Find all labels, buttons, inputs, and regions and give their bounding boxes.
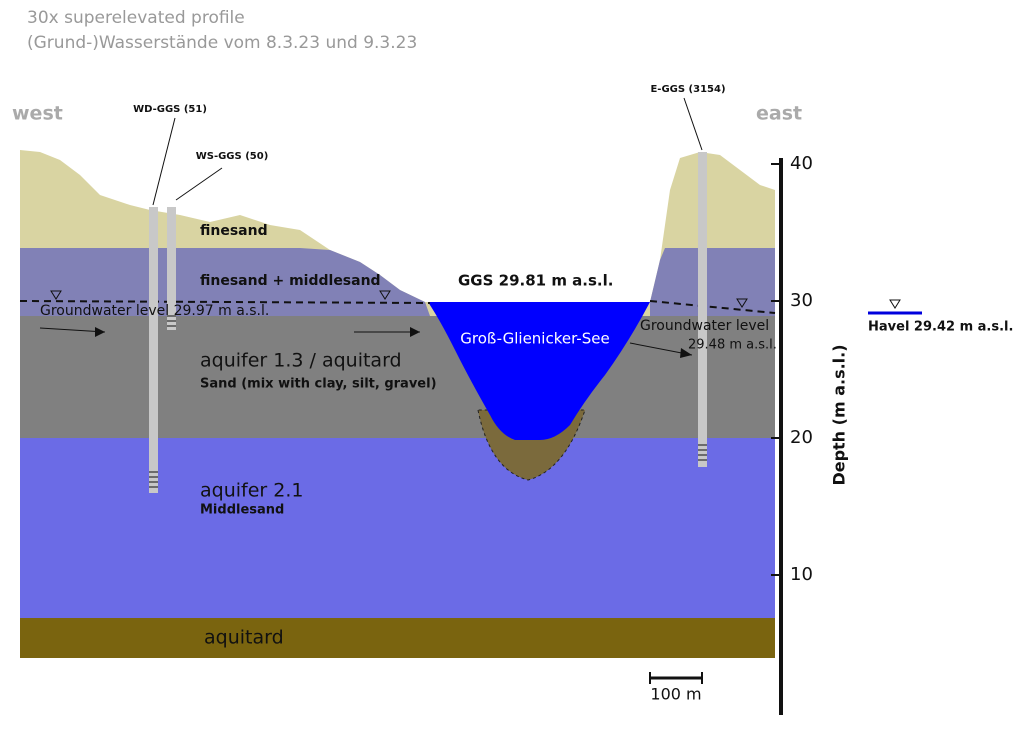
finesand-middlesand-layer <box>20 248 430 316</box>
layer-note: Middlesand <box>200 503 284 518</box>
groundwater-label: 29.48 m a.s.l. <box>688 338 777 353</box>
tick-label: 30 <box>790 290 813 311</box>
layer-label: aquitard <box>204 627 284 649</box>
west-label: west <box>12 103 63 125</box>
water-markers <box>50 290 901 309</box>
well-label: E-GGS (3154) <box>650 84 725 95</box>
tick-label: 40 <box>790 153 813 174</box>
finesand-middlesand-layer <box>650 248 775 316</box>
lake-level: GGS 29.81 m a.s.l. <box>458 272 613 290</box>
title: 30x superelevated profile <box>27 8 245 28</box>
subtitle: (Grund-)Wasserstände vom 8.3.23 und 9.3.… <box>27 33 417 53</box>
groundwater-label: Groundwater level 29.97 m a.s.l. <box>40 303 269 319</box>
tick-label: 20 <box>790 427 813 448</box>
axis-ticks: 10 20 30 40 <box>771 153 813 585</box>
layer-label: finesand + middlesand <box>200 273 381 289</box>
groundwater-label: Groundwater level <box>640 318 769 334</box>
lake <box>428 302 650 440</box>
axis-label: Depth (m a.s.l.) <box>830 344 849 485</box>
layer-label: finesand <box>200 223 268 239</box>
havel-label: Havel 29.42 m a.s.l. <box>868 320 1013 335</box>
aquifer-2-1-layer <box>20 438 775 618</box>
groundwater-line <box>649 300 776 314</box>
well-label: WD-GGS (51) <box>133 104 207 115</box>
well-screens <box>39 97 707 488</box>
layer-label: aquifer 1.3 / aquitard <box>200 350 402 372</box>
layer-note: Sand (mix with clay, silt, gravel) <box>200 377 437 392</box>
scale-label: 100 m <box>650 685 701 704</box>
tick-label: 10 <box>790 564 813 585</box>
layer-label: aquifer 2.1 <box>200 480 303 502</box>
east-label: east <box>756 103 802 125</box>
aquifer-1-3-layer <box>20 316 775 438</box>
arrow-heads <box>95 327 692 358</box>
lake-name: Groß-Glienicker-See <box>460 330 609 348</box>
wells <box>149 152 707 493</box>
groundwater-line <box>19 300 431 304</box>
aquitard-layer <box>20 618 775 658</box>
well-label: WS-GGS (50) <box>196 151 269 162</box>
